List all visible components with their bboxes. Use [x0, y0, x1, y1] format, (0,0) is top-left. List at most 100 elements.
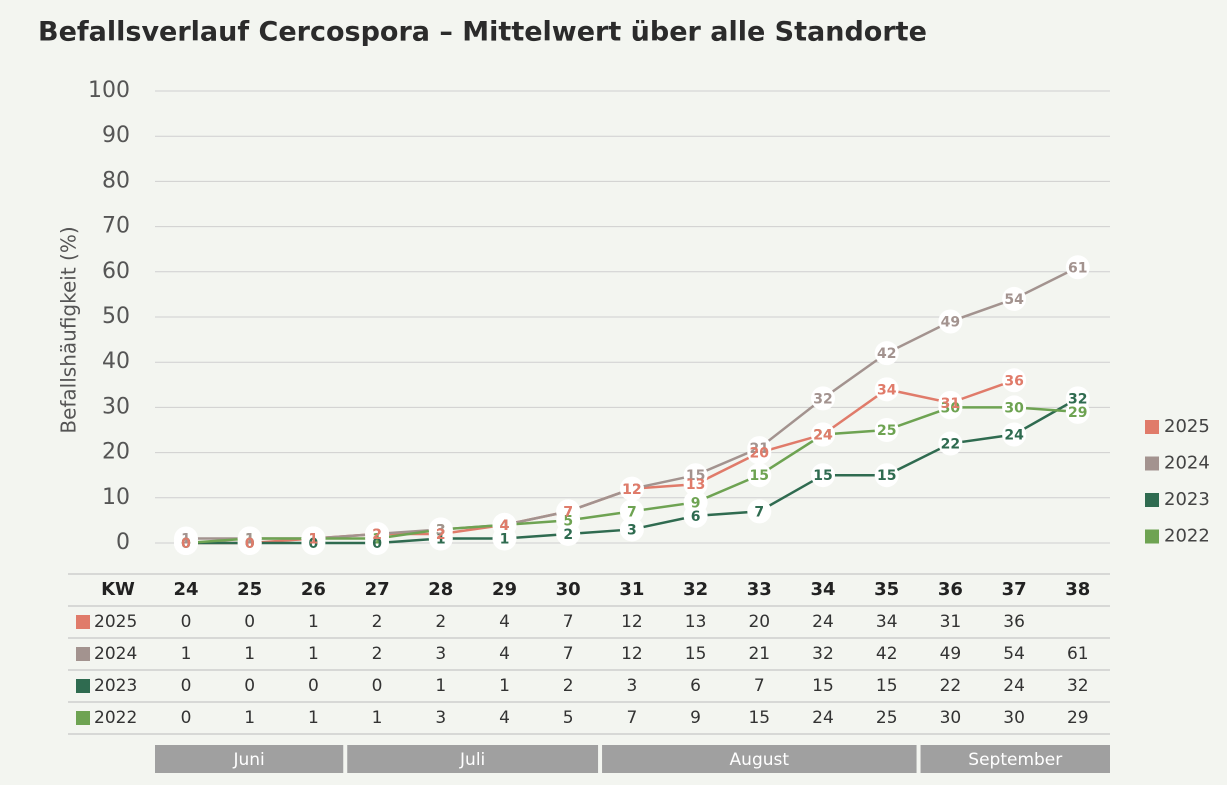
x-tick-label: 27 — [365, 579, 390, 600]
data-label: 7 — [754, 504, 764, 520]
point-marker — [874, 377, 899, 402]
table-cell: 1 — [308, 612, 319, 632]
legend-swatch — [1145, 529, 1159, 544]
data-label: 25 — [877, 423, 896, 439]
data-label: 6 — [691, 509, 701, 525]
data-label: 15 — [877, 468, 896, 484]
table-cell: 22 — [940, 676, 962, 696]
point-marker — [1065, 386, 1090, 411]
table-cell: 0 — [244, 676, 255, 696]
table-cell: 15 — [748, 708, 770, 728]
table-row-label: 2022 — [94, 708, 137, 728]
table-cell: 29 — [1067, 708, 1089, 728]
table-cell: 0 — [181, 676, 192, 696]
table-cell: 1 — [435, 676, 446, 696]
table-row-label: 2023 — [94, 676, 137, 696]
point-marker — [365, 521, 390, 546]
table-cell: 61 — [1067, 644, 1089, 664]
x-tick-label: 28 — [428, 579, 453, 600]
table-cell: 5 — [563, 708, 574, 728]
legend-label: 2023 — [1164, 489, 1210, 510]
x-tick-label: 29 — [492, 579, 517, 600]
table-cell: 2 — [372, 612, 383, 632]
legend-swatch — [1145, 493, 1159, 507]
data-label: 1 — [309, 531, 319, 547]
data-label: 3 — [436, 522, 446, 538]
point-marker — [492, 512, 517, 537]
data-label: 1 — [245, 531, 255, 547]
data-label: 20 — [750, 446, 770, 462]
table-cell: 2 — [372, 644, 383, 664]
data-label: 24 — [1004, 428, 1024, 444]
x-tick-label: 24 — [173, 579, 198, 600]
point-marker — [747, 440, 772, 465]
x-tick-label: 36 — [938, 579, 963, 600]
table-cell: 4 — [499, 644, 510, 664]
table-cell: 42 — [876, 644, 898, 664]
month-label: Juli — [459, 750, 485, 770]
data-label: 5 — [563, 513, 573, 529]
table-cell: 1 — [244, 708, 255, 728]
point-marker — [811, 422, 835, 447]
table-header: KW — [101, 579, 135, 600]
data-label: 2 — [563, 527, 573, 543]
x-tick-label: 38 — [1065, 579, 1090, 600]
data-label: 1 — [500, 531, 510, 547]
data-label: 36 — [1004, 373, 1023, 389]
x-tick-label: 30 — [556, 579, 581, 600]
data-label: 0 — [372, 536, 382, 552]
data-label: 1 — [309, 531, 319, 547]
data-label: 12 — [622, 482, 641, 498]
data-label: 4 — [500, 518, 510, 534]
point-marker — [619, 499, 644, 524]
point-marker — [619, 476, 644, 501]
point-marker — [1002, 422, 1027, 447]
data-label: 7 — [627, 504, 637, 520]
data-label: 1 — [309, 531, 319, 547]
table-cell: 7 — [563, 612, 574, 632]
data-label: 7 — [563, 504, 573, 520]
table-cell: 54 — [1003, 644, 1025, 664]
y-tick-label: 30 — [102, 394, 130, 419]
point-marker — [938, 431, 963, 456]
y-tick-label: 10 — [102, 485, 130, 510]
point-marker — [747, 499, 772, 524]
table-swatch — [76, 679, 90, 693]
table-cell: 15 — [876, 676, 898, 696]
table-swatch — [76, 615, 90, 629]
point-marker — [811, 386, 835, 411]
point-marker — [683, 472, 708, 497]
data-label: 24 — [813, 428, 833, 444]
table-cell: 12 — [621, 612, 643, 632]
table-cell: 0 — [181, 708, 192, 728]
table-cell: 15 — [685, 644, 707, 664]
table-cell: 1 — [308, 644, 319, 664]
legend-label: 2025 — [1164, 416, 1210, 437]
table-cell: 32 — [812, 644, 834, 664]
table-row-label: 2024 — [94, 644, 137, 664]
y-tick-label: 70 — [102, 214, 130, 239]
point-marker — [874, 341, 899, 366]
data-label: 2 — [436, 527, 446, 543]
point-marker — [874, 463, 899, 488]
table-cell: 31 — [940, 612, 962, 632]
point-marker — [619, 517, 644, 542]
table-cell: 7 — [754, 676, 765, 696]
table-cell: 0 — [372, 676, 383, 696]
data-label: 1 — [436, 531, 446, 547]
chart-title: Befallsverlauf Cercospora – Mittelwert ü… — [38, 17, 927, 48]
table-cell: 0 — [244, 612, 255, 632]
table-cell: 3 — [435, 644, 446, 664]
table-cell: 2 — [563, 676, 574, 696]
data-label: 13 — [686, 477, 705, 493]
x-tick-label: 25 — [237, 579, 262, 600]
point-marker — [1002, 395, 1027, 420]
series-line — [186, 379, 1015, 545]
point-marker — [938, 309, 963, 334]
point-marker — [556, 521, 581, 546]
legend-label: 2022 — [1164, 526, 1210, 547]
table-cell: 15 — [812, 676, 834, 696]
point-marker — [1002, 286, 1027, 311]
data-label: 7 — [563, 504, 573, 520]
data-label: 21 — [750, 441, 769, 457]
